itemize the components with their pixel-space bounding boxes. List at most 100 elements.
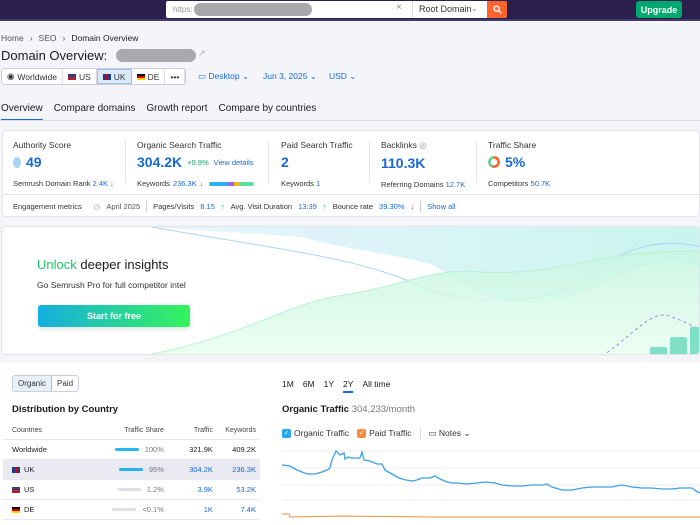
tab-growth-report[interactable]: Growth report xyxy=(146,103,208,114)
tab-compare-countries[interactable]: Compare by countries xyxy=(218,103,317,114)
arrow-up-icon: ↑ xyxy=(322,201,327,211)
upgrade-button[interactable]: Upgrade xyxy=(636,1,682,18)
region-selector: ◉ Worldwide US UK DE ••• xyxy=(1,68,187,85)
divider xyxy=(0,120,700,121)
search-icon xyxy=(492,5,502,14)
distribution-title: Distribution by Country xyxy=(12,404,119,415)
de-flag-icon xyxy=(136,73,145,80)
uk-flag-icon xyxy=(102,73,111,80)
arrow-up-icon: ↑ xyxy=(220,201,225,211)
redacted-domain xyxy=(116,49,196,62)
toggle-organic[interactable]: Organic xyxy=(13,376,53,391)
authority-score: Authority Score 49 Semrush Domain Rank 2… xyxy=(13,140,114,188)
arrow-down-icon: ↓ xyxy=(410,201,415,211)
organic-traffic: Organic Search Traffic 304.2K +0.9% View d… xyxy=(137,140,255,188)
traffic-section: Organic Paid Distribution by Country Cou… xyxy=(0,362,700,525)
share-bar xyxy=(112,508,137,511)
divider xyxy=(412,1,413,18)
redacted-url xyxy=(194,3,312,16)
date-dropdown[interactable]: Jun 3, 2025 ⌄ xyxy=(263,71,317,81)
range-6m[interactable]: 6M xyxy=(302,379,315,389)
page-title: Domain Overview: xyxy=(1,48,108,63)
de-flag-icon xyxy=(12,506,20,513)
currency-dropdown[interactable]: USD ⌄ xyxy=(329,71,357,81)
traffic-share: Traffic Share 5% Competitors 50.7K xyxy=(488,140,551,188)
distribution-table: Countries Traffic Share Traffic Keywords… xyxy=(3,422,260,520)
notes-dropdown[interactable]: ▭ Notes ⌄ xyxy=(428,427,471,438)
checkbox-checked-icon: ✓ xyxy=(357,429,367,439)
show-all-link[interactable]: Show all xyxy=(427,201,456,211)
chevron-right-icon: › xyxy=(62,33,66,43)
share-bar xyxy=(118,468,143,471)
region-uk[interactable]: UK xyxy=(96,69,132,84)
crumb-seo[interactable]: SEO xyxy=(38,33,57,43)
organic-traffic-chart xyxy=(282,449,700,518)
top-bar: https: × Root Domain ⌄ Upgrade xyxy=(0,0,700,21)
globe-icon: ◉ xyxy=(7,71,15,81)
chevron-down-icon[interactable]: ⌄ xyxy=(471,4,478,13)
organic-paid-toggle: Organic Paid xyxy=(12,375,80,392)
promo-banner: Unlock deeper insights Go Semrush Pro fo… xyxy=(1,226,700,355)
share-bar xyxy=(116,488,141,491)
divider xyxy=(420,200,422,212)
table-row[interactable]: UK 95% 304.2K 236.3K xyxy=(3,460,260,480)
paid-traffic: Paid Search Traffic 2 Keywords 1 xyxy=(281,140,353,188)
donut-icon xyxy=(488,156,500,168)
chart-legend: ✓ Organic Traffic ✓ Paid Traffic ▭ Notes ⌄ xyxy=(282,427,471,439)
arrow-down-icon: ↓ xyxy=(110,179,114,188)
external-link-icon[interactable]: ↗ xyxy=(198,48,206,58)
legend-organic[interactable]: ✓ Organic Traffic xyxy=(282,427,350,439)
divider xyxy=(125,141,126,183)
table-row[interactable]: DE <0.1% 1K 7.4K xyxy=(3,500,260,520)
search-input[interactable]: https: xyxy=(173,5,193,14)
range-1m[interactable]: 1M xyxy=(282,379,294,389)
authority-icon xyxy=(13,156,21,168)
engagement-metrics: Engagement metrics ◷ April 2025 Pages/Vi… xyxy=(3,194,699,217)
time-range-tabs: 1M 6M 1Y 2Y All time xyxy=(282,379,390,393)
table-row[interactable]: US 1.2% 3.9K 53.2K xyxy=(3,480,260,500)
crumb-home[interactable]: Home xyxy=(1,33,24,43)
chevron-right-icon: › xyxy=(29,33,33,43)
region-us[interactable]: US xyxy=(63,69,97,84)
report-tabs: Overview Compare domains Growth report C… xyxy=(1,103,316,121)
promo-headline: Unlock deeper insights xyxy=(37,257,169,272)
region-de[interactable]: DE xyxy=(132,69,166,84)
region-worldwide[interactable]: ◉ Worldwide xyxy=(2,69,63,84)
desktop-icon: ▭ xyxy=(198,71,209,81)
checkbox-checked-icon: ✓ xyxy=(282,429,291,439)
keyword-intent-bar xyxy=(209,181,255,186)
more-regions-button[interactable]: ••• xyxy=(165,69,186,84)
divider xyxy=(369,141,370,183)
crumb-current: Domain Overview xyxy=(71,33,139,43)
domain-search[interactable]: https: × Root Domain ⌄ xyxy=(166,1,493,18)
clock-icon: ◷ xyxy=(93,201,101,211)
promo-illustration xyxy=(149,227,699,354)
tab-compare-domains[interactable]: Compare domains xyxy=(53,103,136,114)
device-dropdown[interactable]: ▭ Desktop ⌄ xyxy=(198,71,250,81)
range-2y[interactable]: 2Y xyxy=(343,379,354,393)
tab-overview[interactable]: Overview xyxy=(1,103,43,121)
view-details-link[interactable]: View details xyxy=(213,157,254,167)
range-1y[interactable]: 1Y xyxy=(323,379,335,389)
divider xyxy=(476,141,477,183)
organic-traffic-title: Organic Traffic 304,233/month xyxy=(282,404,416,415)
divider xyxy=(419,427,421,439)
backlinks: Backlinks ◎ 110.3K Referring Domains 12.… xyxy=(381,140,466,189)
metrics-card: Authority Score 49 Semrush Domain Rank 2… xyxy=(2,130,700,217)
clear-icon[interactable]: × xyxy=(396,2,402,13)
table-header: Countries Traffic Share Traffic Keywords xyxy=(3,422,260,440)
comment-icon: ▭ xyxy=(428,427,439,438)
info-icon[interactable]: ◎ xyxy=(419,140,427,150)
legend-paid[interactable]: ✓ Paid Traffic xyxy=(357,427,412,439)
breadcrumb: Home › SEO › Domain Overview xyxy=(1,33,138,43)
range-all[interactable]: All time xyxy=(362,379,391,389)
start-free-button[interactable]: Start for free xyxy=(38,305,190,327)
scope-select[interactable]: Root Domain xyxy=(419,4,472,14)
divider xyxy=(146,200,148,212)
us-flag-icon xyxy=(67,73,76,80)
table-row[interactable]: Worldwide 100% 321.9K 409.2K xyxy=(3,440,260,460)
toggle-paid[interactable]: Paid xyxy=(57,379,74,388)
uk-flag-icon xyxy=(12,466,20,473)
share-bar xyxy=(114,448,139,451)
search-button[interactable] xyxy=(487,1,507,18)
